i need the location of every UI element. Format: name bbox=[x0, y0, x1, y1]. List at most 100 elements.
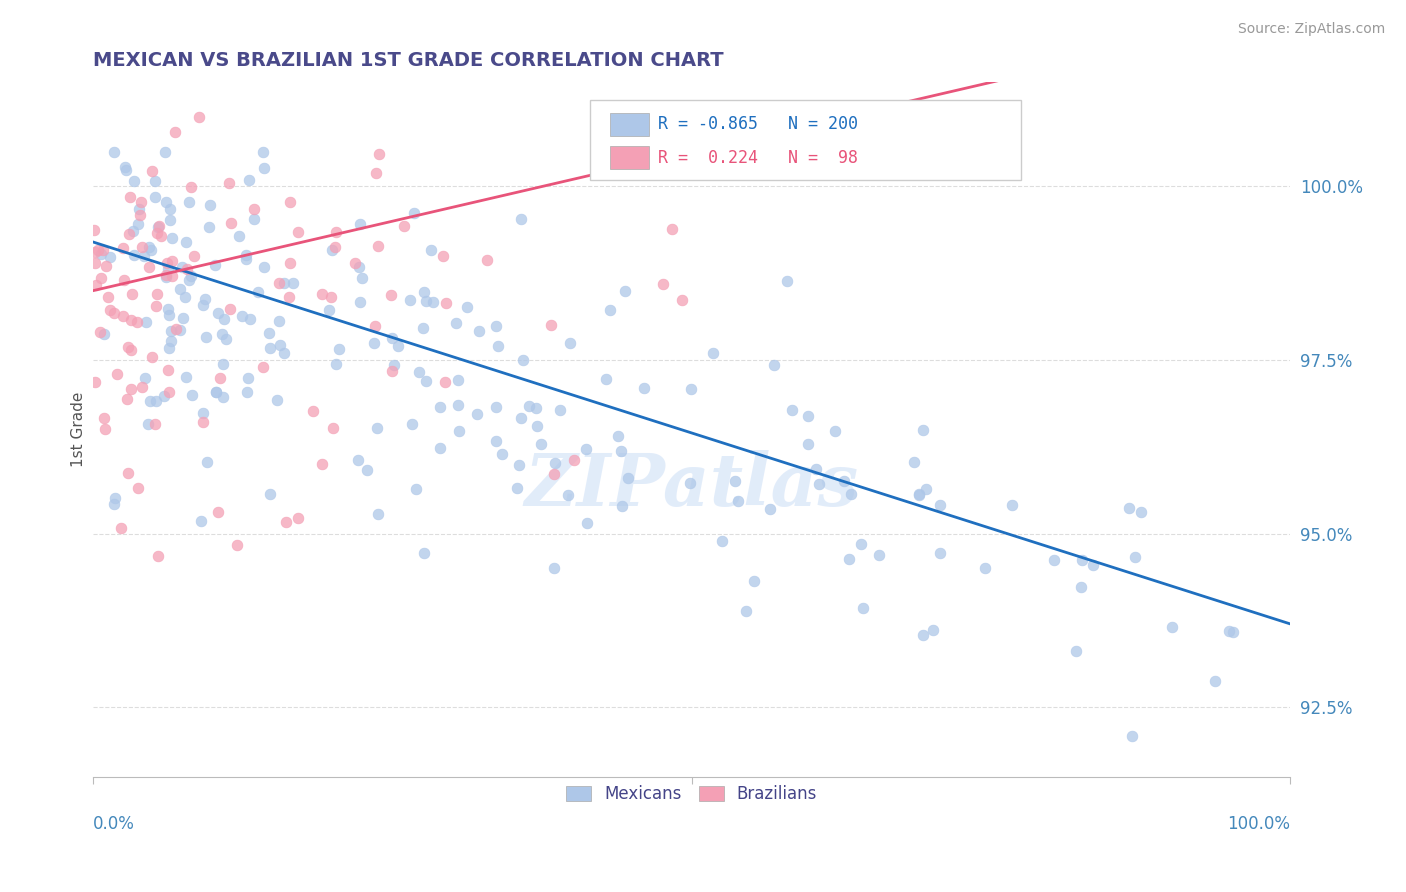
Point bbox=[1123, 549, 1146, 564]
Point bbox=[83, 375, 105, 389]
Point bbox=[1066, 644, 1088, 658]
Point bbox=[278, 290, 301, 304]
Point bbox=[183, 248, 205, 262]
Point bbox=[364, 318, 387, 333]
Point bbox=[1204, 673, 1226, 688]
Point bbox=[132, 250, 155, 264]
Point bbox=[1222, 625, 1244, 640]
Point bbox=[367, 507, 389, 521]
Point bbox=[908, 487, 931, 501]
Point bbox=[141, 163, 163, 178]
Point bbox=[434, 295, 457, 310]
Point bbox=[617, 471, 640, 485]
Point bbox=[231, 310, 253, 324]
Point bbox=[278, 256, 301, 270]
Point bbox=[412, 320, 434, 334]
Point bbox=[287, 511, 309, 525]
Point bbox=[127, 217, 149, 231]
Point bbox=[122, 173, 145, 187]
Point bbox=[89, 325, 111, 339]
Point bbox=[278, 194, 301, 209]
Point bbox=[121, 287, 143, 301]
Point bbox=[97, 290, 120, 304]
Point bbox=[177, 273, 200, 287]
Point bbox=[401, 417, 423, 431]
Point bbox=[903, 455, 925, 469]
Point bbox=[321, 243, 343, 257]
Point bbox=[834, 475, 856, 489]
Point bbox=[575, 442, 598, 456]
Point bbox=[506, 481, 529, 495]
Point bbox=[839, 487, 862, 501]
Point bbox=[207, 305, 229, 319]
Point bbox=[180, 180, 202, 194]
Point bbox=[165, 322, 187, 336]
Point bbox=[157, 302, 180, 317]
Point bbox=[1083, 558, 1105, 573]
Point bbox=[381, 330, 404, 344]
Point bbox=[974, 560, 997, 574]
Point bbox=[212, 312, 235, 326]
Point bbox=[908, 488, 931, 502]
Point bbox=[143, 417, 166, 431]
Point bbox=[159, 324, 181, 338]
Point bbox=[93, 327, 115, 342]
Point bbox=[325, 225, 347, 239]
Text: 100.0%: 100.0% bbox=[1227, 814, 1291, 833]
Point bbox=[128, 208, 150, 222]
Point bbox=[160, 254, 183, 268]
Point bbox=[181, 387, 204, 401]
Point bbox=[252, 161, 274, 175]
Point bbox=[90, 270, 112, 285]
Text: 0.0%: 0.0% bbox=[93, 814, 135, 833]
Bar bbox=[610, 146, 648, 169]
Point bbox=[273, 276, 295, 290]
Point bbox=[269, 338, 291, 352]
Point bbox=[543, 561, 565, 575]
Point bbox=[225, 538, 247, 552]
Point bbox=[613, 284, 636, 298]
Point bbox=[145, 300, 167, 314]
Point bbox=[84, 256, 107, 270]
Point bbox=[127, 482, 149, 496]
Point bbox=[413, 546, 436, 560]
Point bbox=[253, 260, 276, 274]
Point bbox=[172, 311, 194, 326]
Point bbox=[540, 318, 562, 332]
Point bbox=[652, 277, 675, 291]
Point bbox=[259, 326, 281, 340]
Point bbox=[157, 385, 180, 400]
Point bbox=[156, 256, 179, 270]
Point bbox=[165, 125, 187, 139]
Point bbox=[209, 371, 232, 385]
Point bbox=[98, 303, 121, 318]
Point bbox=[429, 400, 451, 414]
Point bbox=[228, 228, 250, 243]
Text: ZIPatlas: ZIPatlas bbox=[524, 450, 859, 521]
Point bbox=[1118, 500, 1140, 515]
Point bbox=[517, 399, 540, 413]
Point bbox=[191, 415, 214, 429]
Point bbox=[661, 221, 683, 235]
Point bbox=[422, 294, 444, 309]
Point bbox=[143, 174, 166, 188]
Text: MEXICAN VS BRAZILIAN 1ST GRADE CORRELATION CHART: MEXICAN VS BRAZILIAN 1ST GRADE CORRELATI… bbox=[93, 51, 724, 70]
Bar bbox=[610, 113, 648, 136]
Point bbox=[103, 497, 125, 511]
Point bbox=[408, 365, 430, 379]
Point bbox=[323, 240, 346, 254]
Point bbox=[155, 270, 177, 285]
Point bbox=[488, 339, 510, 353]
Point bbox=[402, 206, 425, 220]
Point bbox=[112, 273, 135, 287]
Point bbox=[143, 190, 166, 204]
Point bbox=[212, 390, 235, 404]
Legend: Mexicans, Brazilians: Mexicans, Brazilians bbox=[560, 779, 824, 810]
Point bbox=[207, 506, 229, 520]
Point bbox=[138, 240, 160, 254]
Point bbox=[287, 225, 309, 239]
Point bbox=[218, 302, 240, 317]
Point bbox=[149, 229, 172, 244]
Point bbox=[311, 458, 333, 472]
Point bbox=[236, 384, 259, 399]
